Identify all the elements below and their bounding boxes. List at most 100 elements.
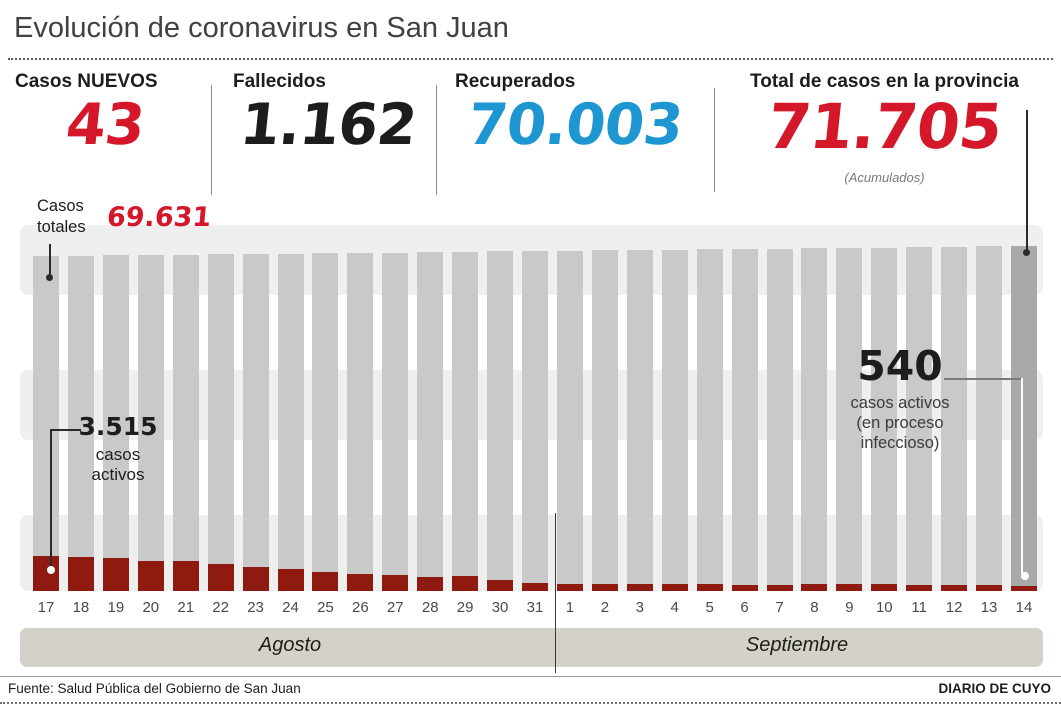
active-cases-bar <box>417 577 444 591</box>
active-cases-bar <box>871 584 898 591</box>
total-cases-bar: 23 <box>242 254 269 616</box>
total-cases-bar: 8 <box>801 248 828 616</box>
month-band <box>20 628 1043 667</box>
active-cases-bar <box>277 569 304 591</box>
callout-activos-inicio-label: casos activos <box>91 445 145 485</box>
stat-divider-1 <box>211 85 212 195</box>
stat-divider-2 <box>436 85 437 195</box>
total-cases-bar: 12 <box>941 247 968 616</box>
stat-label-fallecidos: Fallecidos <box>233 71 326 92</box>
active-cases-bar <box>941 585 968 591</box>
x-tick-label: 31 <box>526 599 544 616</box>
total-cases-bar: 29 <box>452 252 479 616</box>
leader-dot-casos-totales <box>46 274 53 281</box>
total-cases-bar: 2 <box>591 250 618 616</box>
x-tick-label: 20 <box>142 599 160 616</box>
active-cases-bar <box>731 585 758 591</box>
x-tick-label: 6 <box>740 599 749 616</box>
callout-casos-totales-value: 69.631 <box>105 202 213 233</box>
total-cases-bar: 7 <box>766 249 793 616</box>
total-cases-bar: 18 <box>67 256 94 616</box>
active-cases-bar <box>312 572 339 591</box>
total-cases-bar: 5 <box>696 249 723 616</box>
active-cases-bar <box>172 561 199 591</box>
leader-dot-total <box>1023 249 1030 256</box>
active-cases-bar <box>487 580 514 591</box>
stat-label-casos-nuevos: Casos NUEVOS <box>15 71 158 92</box>
leader-hline-activos-fin <box>944 378 1022 380</box>
x-tick-label: 12 <box>945 599 963 616</box>
x-tick-label: 25 <box>317 599 334 616</box>
total-cases-bar: 13 <box>976 246 1003 616</box>
active-cases-bar <box>591 584 618 591</box>
stat-note-acumulados: (Acumulados) <box>844 170 925 185</box>
bars-layer: 17 18 19 20 21 22 23 24 25 26 27 28 29 30 31 1 2 3 4 5 6 7 8 9 1… <box>33 0 1037 616</box>
active-cases-bar <box>696 584 723 591</box>
leader-dot-activos-fin <box>1021 572 1029 580</box>
total-cases-bar: 26 <box>347 253 374 616</box>
x-tick-label: 29 <box>456 599 474 616</box>
stat-label-total: Total de casos en la provincia <box>750 71 1019 92</box>
total-cases-bar: 9 <box>836 248 863 616</box>
total-cases-bar: 14 <box>1011 246 1037 616</box>
footer-rule <box>0 676 1061 677</box>
footer-source: Fuente: Salud Pública del Gobierno de Sa… <box>8 681 301 696</box>
x-tick-label: 1 <box>565 599 575 616</box>
stat-divider-3 <box>714 88 715 192</box>
total-cases-bar: 20 <box>137 255 164 616</box>
active-cases-bar <box>67 557 94 591</box>
active-cases-bar <box>207 564 234 591</box>
active-cases-bar <box>452 576 479 591</box>
x-tick-label: 27 <box>386 599 404 616</box>
x-tick-label: 14 <box>1015 599 1033 616</box>
callout-activos-fin-value: 540 <box>857 342 943 390</box>
stat-label-recuperados: Recuperados <box>455 71 576 92</box>
x-tick-label: 30 <box>491 599 509 616</box>
active-cases-bar <box>661 584 688 591</box>
active-cases-bar <box>347 574 374 591</box>
x-tick-label: 24 <box>282 599 299 616</box>
total-cases-bar: 24 <box>277 254 304 616</box>
total-cases-bar: 21 <box>172 255 199 616</box>
x-tick-label: 17 <box>37 599 55 616</box>
active-cases-bar <box>801 584 828 591</box>
leader-hline-activos-inicio <box>50 429 81 431</box>
total-cases-bar: 17 <box>33 256 59 616</box>
active-cases-bar <box>626 584 653 591</box>
month-separator-line <box>555 513 556 673</box>
x-tick-label: 3 <box>635 599 644 616</box>
month-label-septiembre: Septiembre <box>745 634 849 656</box>
leader-line-casos-totales <box>49 244 51 276</box>
callout-activos-fin: 540 casos activos (en proceso infeccioso… <box>838 346 962 453</box>
x-tick-label: 23 <box>247 599 264 616</box>
dotted-divider-bottom <box>0 702 1061 704</box>
x-tick-label: 9 <box>845 599 854 616</box>
x-tick-label: 28 <box>421 599 439 616</box>
x-tick-label: 2 <box>600 599 610 616</box>
total-cases-bar: 31 <box>522 251 548 616</box>
x-tick-label: 22 <box>212 599 229 616</box>
leader-vline-activos-inicio <box>50 429 52 570</box>
x-tick-label: 26 <box>352 599 369 616</box>
total-cases-bar: 30 <box>487 251 514 616</box>
callout-activos-inicio-value: 3.515 <box>78 412 158 441</box>
active-cases-bar <box>242 567 269 591</box>
x-tick-label: 10 <box>875 599 893 616</box>
active-cases-bar <box>33 556 59 591</box>
x-tick-label: 19 <box>107 599 125 616</box>
x-tick-label: 21 <box>177 599 195 616</box>
total-cases-bar: 19 <box>102 255 129 616</box>
leader-line-total-to-bar <box>1026 110 1028 250</box>
x-tick-label: 7 <box>775 599 784 616</box>
total-cases-bar: 1 <box>556 251 583 616</box>
callout-activos-fin-label: casos activos (en proceso infeccioso) <box>850 394 950 453</box>
x-tick-label: 4 <box>670 599 679 616</box>
dotted-divider-top <box>8 58 1053 60</box>
x-tick-label: 8 <box>810 599 819 616</box>
page-title: Evolución de coronavirus en San Juan <box>14 12 509 44</box>
active-cases-bar <box>906 585 933 591</box>
active-cases-bar <box>836 584 863 591</box>
x-tick-label: 11 <box>911 599 927 616</box>
x-tick-label: 13 <box>980 599 998 616</box>
